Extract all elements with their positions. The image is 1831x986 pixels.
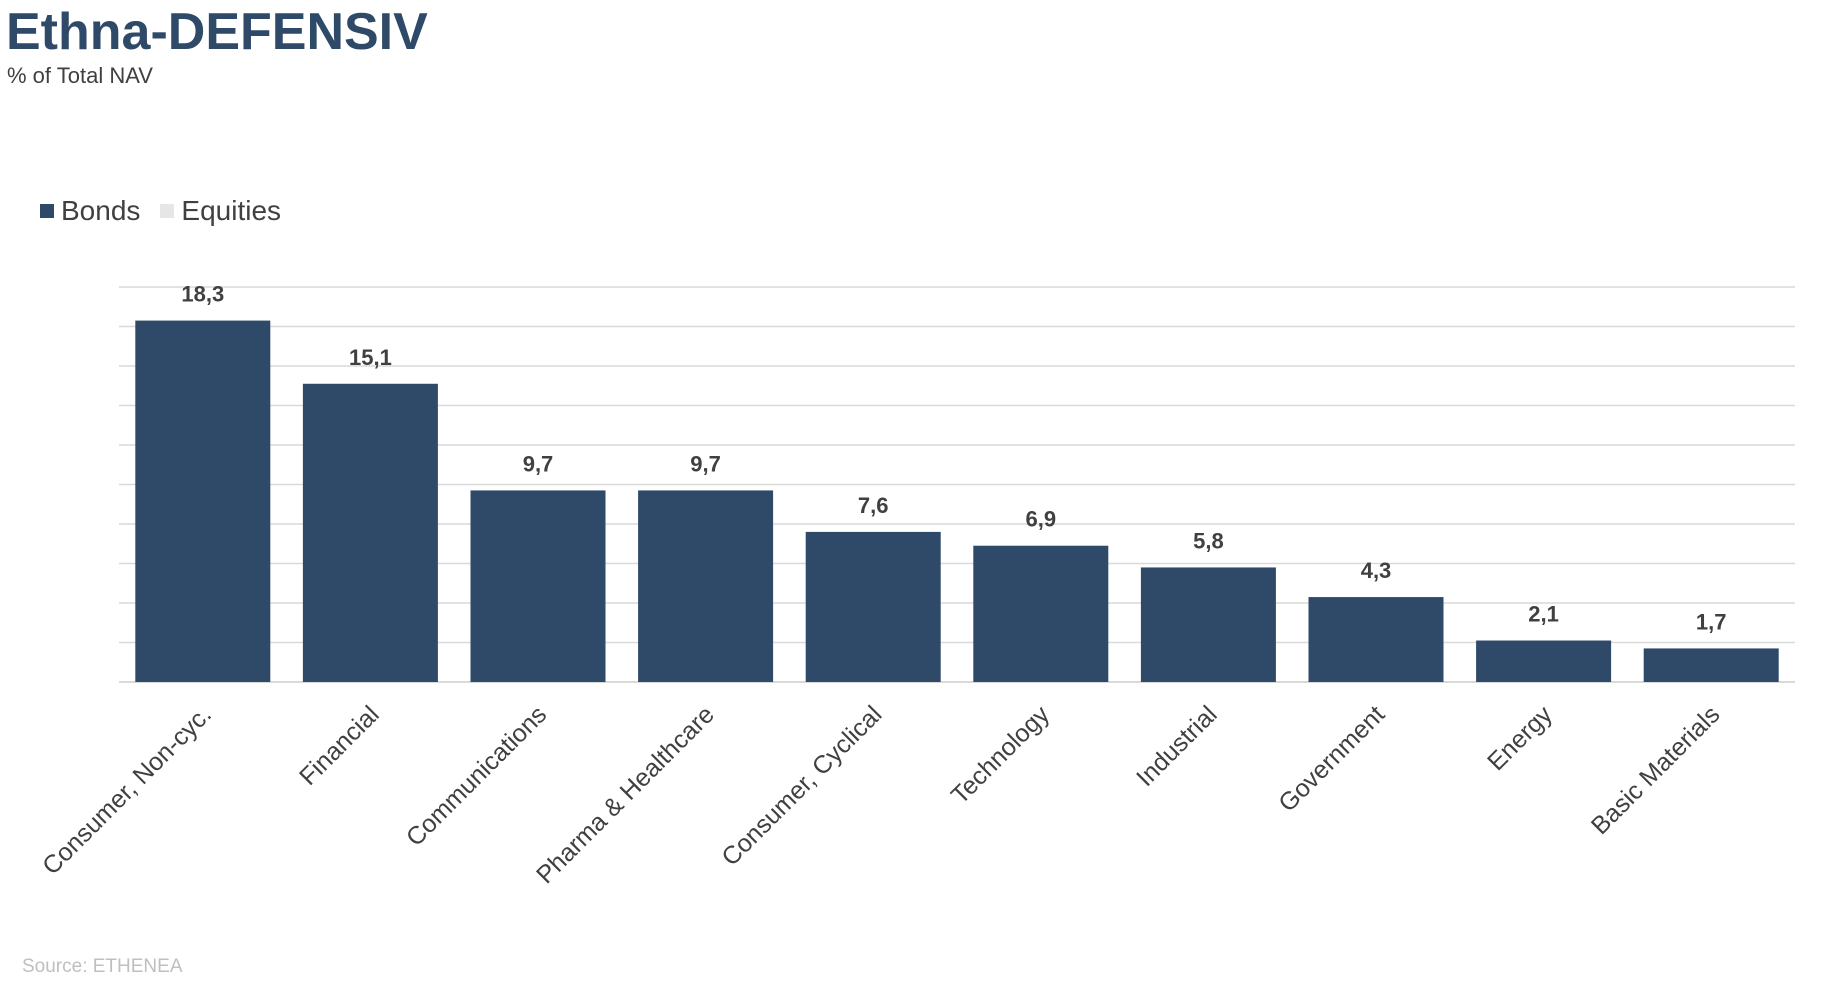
data-label: 18,3	[181, 282, 224, 307]
category-tick-label: Consumer, Non-cyc.	[37, 700, 217, 880]
data-label: 5,8	[1193, 528, 1224, 553]
bar[interactable]	[1140, 567, 1276, 682]
data-label: 6,9	[1026, 507, 1057, 532]
bar[interactable]	[302, 383, 438, 682]
category-tick-label: Government	[1273, 700, 1390, 817]
data-label: 4,3	[1361, 558, 1392, 583]
bar[interactable]	[973, 545, 1109, 682]
data-labels: 18,3 15,1 9,7 9,7 7,6 6,9 5,8 4,3 2,1 1,7	[181, 282, 1726, 635]
category-tick-label: Communications	[401, 700, 552, 851]
source-note: Source: ETHENEA	[22, 956, 183, 977]
category-tick-label: Industrial	[1131, 700, 1223, 792]
data-label: 15,1	[349, 345, 392, 370]
legend-label-bonds: Bonds	[61, 195, 141, 226]
bar[interactable]	[1476, 640, 1612, 682]
data-label: 1,7	[1696, 609, 1727, 634]
bar[interactable]	[135, 320, 271, 682]
data-label: 2,1	[1528, 602, 1559, 627]
bar[interactable]	[638, 490, 774, 682]
category-tick-label: Financial	[294, 700, 385, 791]
category-tick-label: Basic Materials	[1586, 700, 1726, 840]
data-label: 7,6	[858, 493, 889, 518]
category-tick-label: Technology	[946, 700, 1056, 810]
bar[interactable]	[805, 531, 941, 682]
chart-subtitle: % of Total NAV	[7, 63, 153, 88]
data-label: 9,7	[690, 451, 721, 476]
legend-item-bonds[interactable]: Bonds	[40, 195, 140, 227]
category-tick-label: Consumer, Cyclical	[716, 700, 887, 871]
legend-label-equities: Equities	[181, 195, 282, 226]
data-label: 9,7	[523, 451, 554, 476]
category-tick-label: Energy	[1482, 700, 1558, 776]
category-tick-label: Pharma & Healthcare	[531, 700, 720, 889]
legend-item-equities[interactable]: Equities	[160, 195, 281, 227]
chart-legend: Bonds Equities	[40, 195, 301, 227]
bar[interactable]	[470, 490, 606, 682]
bar[interactable]	[1308, 597, 1444, 682]
legend-swatch-bonds	[40, 204, 54, 218]
bars	[135, 320, 1779, 682]
bar[interactable]	[1643, 648, 1779, 682]
legend-swatch-equities	[160, 204, 175, 218]
chart-title: Ethna-DEFENSIV	[6, 3, 428, 61]
category-tick-labels: Consumer, Non-cyc. Financial Communication…	[37, 700, 1725, 889]
